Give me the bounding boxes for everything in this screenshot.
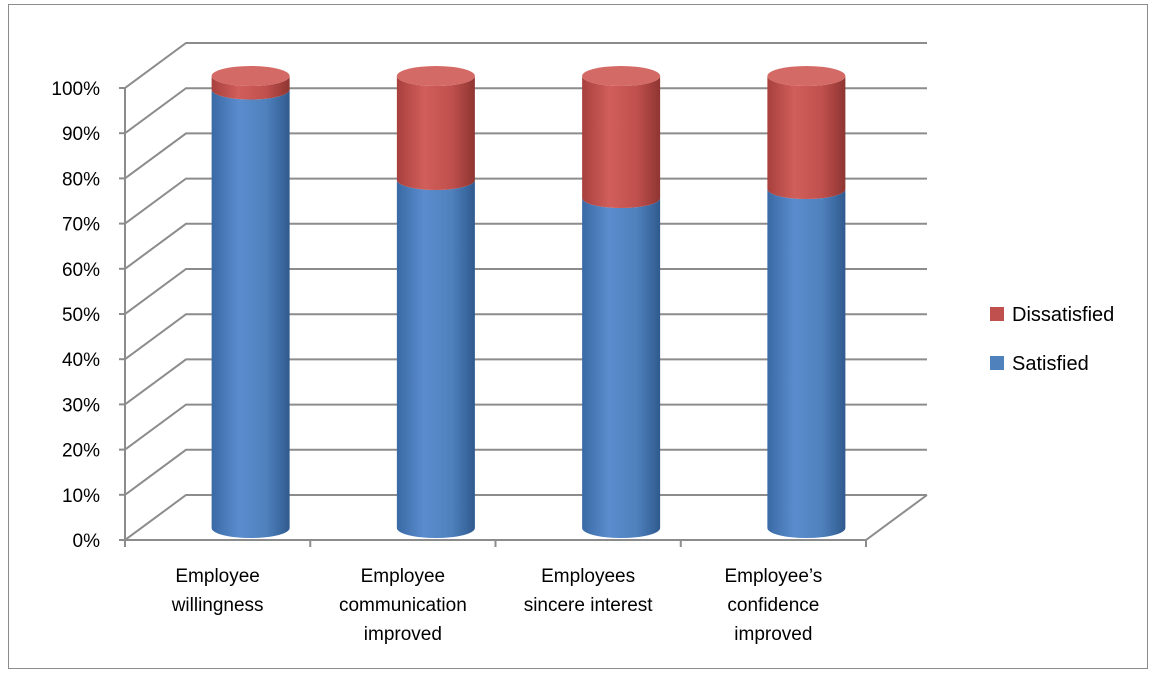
y-tick-label: 90% (62, 124, 100, 145)
bar-top-dissatisfied (396, 66, 475, 86)
gridline (124, 448, 927, 496)
labels-group: 0% 10% 20% 30% 40% 50% 60% 70% 80% 90% 100% Employe… (51, 79, 822, 645)
x-category-label: Employee willingness (171, 566, 264, 616)
legend: Dissatisfied Satisfied (990, 304, 1114, 375)
bar-satisfied (582, 198, 661, 539)
gridline (124, 132, 927, 180)
bar-dissatisfied (211, 76, 290, 100)
y-tick-label: 40% (62, 350, 100, 371)
legend-swatch-dissatisfied (990, 307, 1004, 321)
gridline (124, 87, 927, 135)
bar-dissatisfied (396, 76, 475, 190)
y-tick-label: 100% (51, 79, 100, 100)
bar-dissatisfied (767, 76, 846, 199)
y-tick-label: 50% (62, 305, 100, 326)
bar-satisfied (767, 189, 846, 538)
bar-dissatisfied (582, 76, 661, 209)
legend-label-satisfied: Satisfied (1012, 353, 1089, 375)
gridline (124, 494, 927, 541)
bar-top-dissatisfied (582, 66, 661, 86)
y-tick-label: 30% (62, 395, 100, 416)
gridline (124, 42, 927, 89)
x-category-label: Employees sincere interest (524, 566, 654, 616)
y-tick-label: 10% (62, 486, 100, 507)
bar-top-dissatisfied (767, 66, 846, 86)
y-tick-label: 70% (62, 215, 100, 236)
y-tick-label: 0% (73, 531, 101, 552)
bar-top-dissatisfied (211, 66, 290, 86)
x-category-label: Employee’s confidence improved (724, 566, 822, 645)
bars-group (211, 66, 846, 539)
legend-swatch-satisfied (990, 356, 1004, 370)
legend-label-dissatisfied: Dissatisfied (1012, 304, 1114, 326)
bar-satisfied (396, 179, 475, 538)
gridline (124, 403, 927, 451)
gridline (124, 222, 927, 270)
y-tick-label: 80% (62, 169, 100, 190)
y-tick-label: 60% (62, 260, 100, 281)
axes-group (119, 42, 928, 547)
gridline (124, 313, 927, 361)
gridline (124, 358, 927, 406)
gridline (124, 268, 927, 315)
y-tick-label: 20% (62, 441, 100, 462)
bar-satisfied (211, 89, 290, 538)
gridline (124, 177, 927, 225)
x-category-label: Employee communication improved (339, 566, 467, 645)
chart-frame (8, 4, 1148, 669)
